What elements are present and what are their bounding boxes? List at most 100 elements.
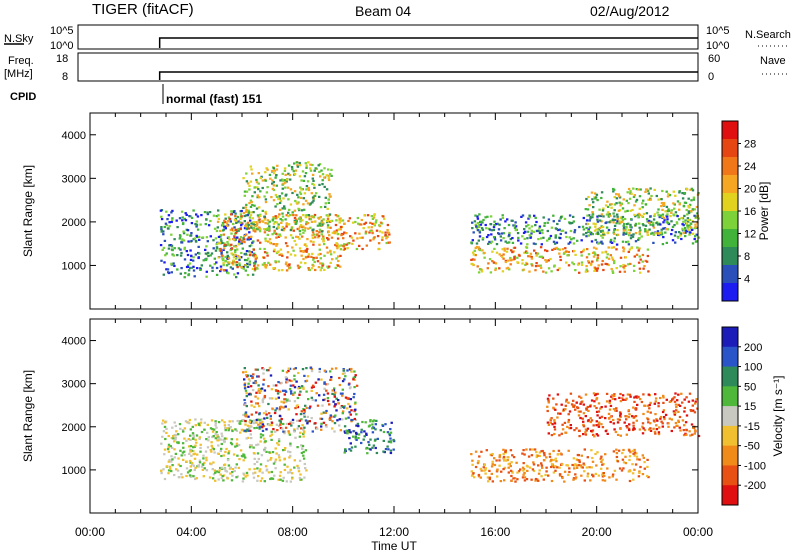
echo-cell xyxy=(266,233,269,236)
echo-cell xyxy=(327,198,330,201)
echo-cell xyxy=(693,208,696,211)
echo-cell xyxy=(306,420,309,423)
echo-cell xyxy=(694,216,697,219)
echo-cell xyxy=(346,397,349,400)
echo-cell xyxy=(257,375,260,378)
echo-cell xyxy=(299,386,302,389)
echo-cell xyxy=(220,454,223,458)
echo-cell xyxy=(539,246,543,249)
echo-cell xyxy=(580,464,583,467)
echo-cell xyxy=(252,229,255,232)
echo-cell xyxy=(685,222,689,225)
echo-cell xyxy=(298,393,301,396)
echo-cell xyxy=(668,400,672,403)
echo-cell xyxy=(186,471,190,474)
echo-cell xyxy=(545,470,548,473)
echo-cell xyxy=(509,469,513,472)
echo-cell xyxy=(480,227,484,230)
echo-cell xyxy=(278,213,281,216)
echo-cell xyxy=(600,240,603,243)
echo-cell xyxy=(321,173,325,176)
echo-cell xyxy=(252,446,255,449)
echo-cell xyxy=(368,231,371,234)
echo-cell xyxy=(235,476,238,479)
echo-cell xyxy=(167,469,171,472)
echo-cell xyxy=(313,213,317,217)
echo-cell xyxy=(388,432,391,435)
echo-cell xyxy=(217,471,221,474)
echo-cell xyxy=(304,449,308,452)
echo-cell xyxy=(595,267,598,270)
echo-cell xyxy=(355,438,358,441)
echo-cell xyxy=(160,218,164,221)
echo-cell xyxy=(235,276,238,279)
echo-cell xyxy=(180,251,183,255)
echo-cell xyxy=(164,421,167,424)
echo-cell xyxy=(318,170,321,173)
echo-cell xyxy=(233,235,236,238)
echo-cell xyxy=(314,399,317,402)
echo-cell xyxy=(529,255,532,258)
echo-cell xyxy=(600,196,603,200)
echo-cell xyxy=(195,441,198,444)
echo-cell xyxy=(499,235,502,238)
echo-cell xyxy=(322,421,326,424)
echo-cell xyxy=(286,186,290,189)
echo-cell xyxy=(271,477,275,480)
echo-cell xyxy=(228,238,231,241)
echo-cell xyxy=(488,476,492,479)
echo-cell xyxy=(274,409,277,412)
echo-cell xyxy=(557,412,560,415)
echo-cell xyxy=(618,220,621,223)
echo-cell xyxy=(174,433,178,436)
echo-cell xyxy=(290,379,293,383)
echo-cell xyxy=(275,217,278,220)
echo-cell xyxy=(213,227,217,230)
echo-cell xyxy=(622,398,625,401)
echo-cell xyxy=(310,220,314,223)
echo-cell xyxy=(256,402,259,405)
echo-cell xyxy=(287,215,290,218)
echo-cell xyxy=(343,406,346,409)
echo-cell xyxy=(192,475,195,478)
echo-cell xyxy=(471,463,474,466)
echo-cell xyxy=(247,429,250,432)
echo-cell xyxy=(597,264,600,267)
echo-cell xyxy=(269,263,272,266)
echo-cell xyxy=(371,222,374,225)
echo-cell xyxy=(219,270,222,273)
echo-cell xyxy=(245,233,248,236)
echo-cell xyxy=(360,218,363,222)
echo-cell xyxy=(627,234,631,237)
echo-cell xyxy=(295,222,298,225)
echo-cell xyxy=(646,220,649,223)
echo-cell xyxy=(521,466,525,469)
echo-cell xyxy=(604,251,607,254)
echo-cell xyxy=(255,181,259,184)
echo-cell xyxy=(238,256,241,259)
echo-cell xyxy=(373,214,376,217)
echo-cell xyxy=(197,245,200,248)
echo-cell xyxy=(665,220,668,223)
echo-cell xyxy=(676,200,680,203)
echo-cell xyxy=(496,222,499,225)
echo-cell xyxy=(572,242,576,245)
echo-cell xyxy=(514,221,517,224)
echo-cell xyxy=(601,479,604,482)
echo-cell xyxy=(180,210,184,213)
echo-cell xyxy=(347,383,351,386)
echo-cell xyxy=(223,467,227,471)
echo-cell xyxy=(256,264,260,267)
echo-cell xyxy=(355,384,359,387)
echo-cell xyxy=(317,378,320,381)
echo-cell xyxy=(246,265,249,269)
echo-cell xyxy=(354,220,357,224)
echo-cell xyxy=(564,247,567,250)
echo-cell xyxy=(229,220,232,223)
echo-cell xyxy=(642,199,645,202)
echo-cell xyxy=(633,454,636,457)
echo-cell xyxy=(306,422,309,425)
echo-cell xyxy=(534,216,537,219)
echo-cell xyxy=(181,451,185,454)
echo-cell xyxy=(160,229,163,232)
